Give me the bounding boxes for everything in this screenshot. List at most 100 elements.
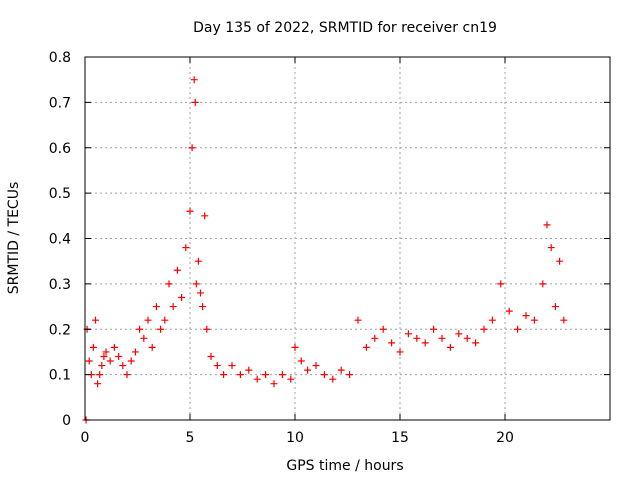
data-point [199,303,207,311]
y-tick-label: 0.2 [49,322,71,338]
data-point [262,371,270,379]
data-point [178,293,186,301]
y-axis-label: SRMTID / TECUs [6,182,22,295]
data-point [530,316,538,324]
data-point [194,257,202,265]
grid [85,57,610,420]
data-point [148,343,156,351]
y-tick-label: 0.8 [49,50,71,66]
data-point [102,348,110,356]
y-tick-label: 0.7 [49,95,71,111]
x-tick-label: 15 [391,430,409,446]
data-point [430,325,438,333]
data-point [505,307,513,315]
data-point [188,144,196,152]
data-point [165,280,173,288]
data-point [278,371,286,379]
data-point [186,207,194,215]
data-point [543,221,551,229]
data-point [92,316,99,324]
data-point [110,343,118,351]
data-point [115,352,123,360]
data-point [152,303,160,311]
data-point [106,357,114,365]
data-point [421,339,429,347]
data-point [404,330,412,338]
chart-title: Day 135 of 2022, SRMTID for receiver cn1… [193,20,497,36]
data-point [297,357,305,365]
data-point [192,280,200,288]
data-points [82,76,568,424]
data-point [131,348,139,356]
x-tick-label: 0 [81,430,90,446]
data-point [547,244,555,252]
data-point [236,371,244,379]
data-point [98,362,106,370]
x-tick-label: 10 [286,430,304,446]
data-point [270,380,278,388]
data-point [371,334,379,342]
data-point [201,212,209,220]
data-point [539,280,547,288]
data-point [522,312,530,320]
data-point [169,303,177,311]
data-point [94,380,102,388]
y-tick-label: 0.6 [49,141,71,157]
y-tick-label: 0.3 [49,277,71,293]
data-point [446,343,454,351]
data-point [463,334,471,342]
data-point [144,316,152,324]
data-point [182,244,190,252]
data-point [362,343,370,351]
data-point [304,366,312,374]
data-point [312,362,320,370]
data-point [228,362,236,370]
data-point [396,348,404,356]
data-point [438,334,446,342]
data-point [213,362,221,370]
data-point [96,371,104,379]
data-point [346,371,354,379]
y-tick-label: 0.5 [49,186,71,202]
data-point [173,266,181,274]
data-point [472,339,480,347]
data-point [560,316,568,324]
data-point [157,325,165,333]
data-point [514,325,522,333]
data-point [207,352,215,360]
data-point [140,334,148,342]
data-point [197,289,204,297]
data-point [203,325,211,333]
data-point [190,76,198,84]
data-point [119,362,127,370]
data-point [191,98,199,106]
data-point [354,316,362,324]
data-point [85,357,93,365]
data-point [551,303,559,311]
data-point [220,371,228,379]
data-point [245,366,253,374]
y-tick-label: 0 [62,413,71,429]
x-axis-label: GPS time / hours [286,458,403,474]
data-point [136,325,144,333]
data-point [253,375,261,383]
data-point [388,339,396,347]
data-point [100,352,108,360]
y-tick-label: 0.1 [49,368,71,384]
ticks [84,56,610,421]
y-tick-label: 0.4 [49,232,71,248]
data-point [123,371,131,379]
x-tick-label: 20 [496,430,514,446]
data-point [320,371,328,379]
data-point [480,325,488,333]
data-point [127,357,135,365]
data-point [379,325,387,333]
tick-labels: 0 5 10 15 20 0 0.1 0.2 0.3 0.4 0.5 0.6 0.7 0.8 [49,50,514,446]
data-point [413,334,421,342]
data-point [455,330,463,338]
x-tick-label: 5 [186,430,195,446]
data-point [89,343,97,351]
data-point [497,280,505,288]
data-point [287,375,295,383]
